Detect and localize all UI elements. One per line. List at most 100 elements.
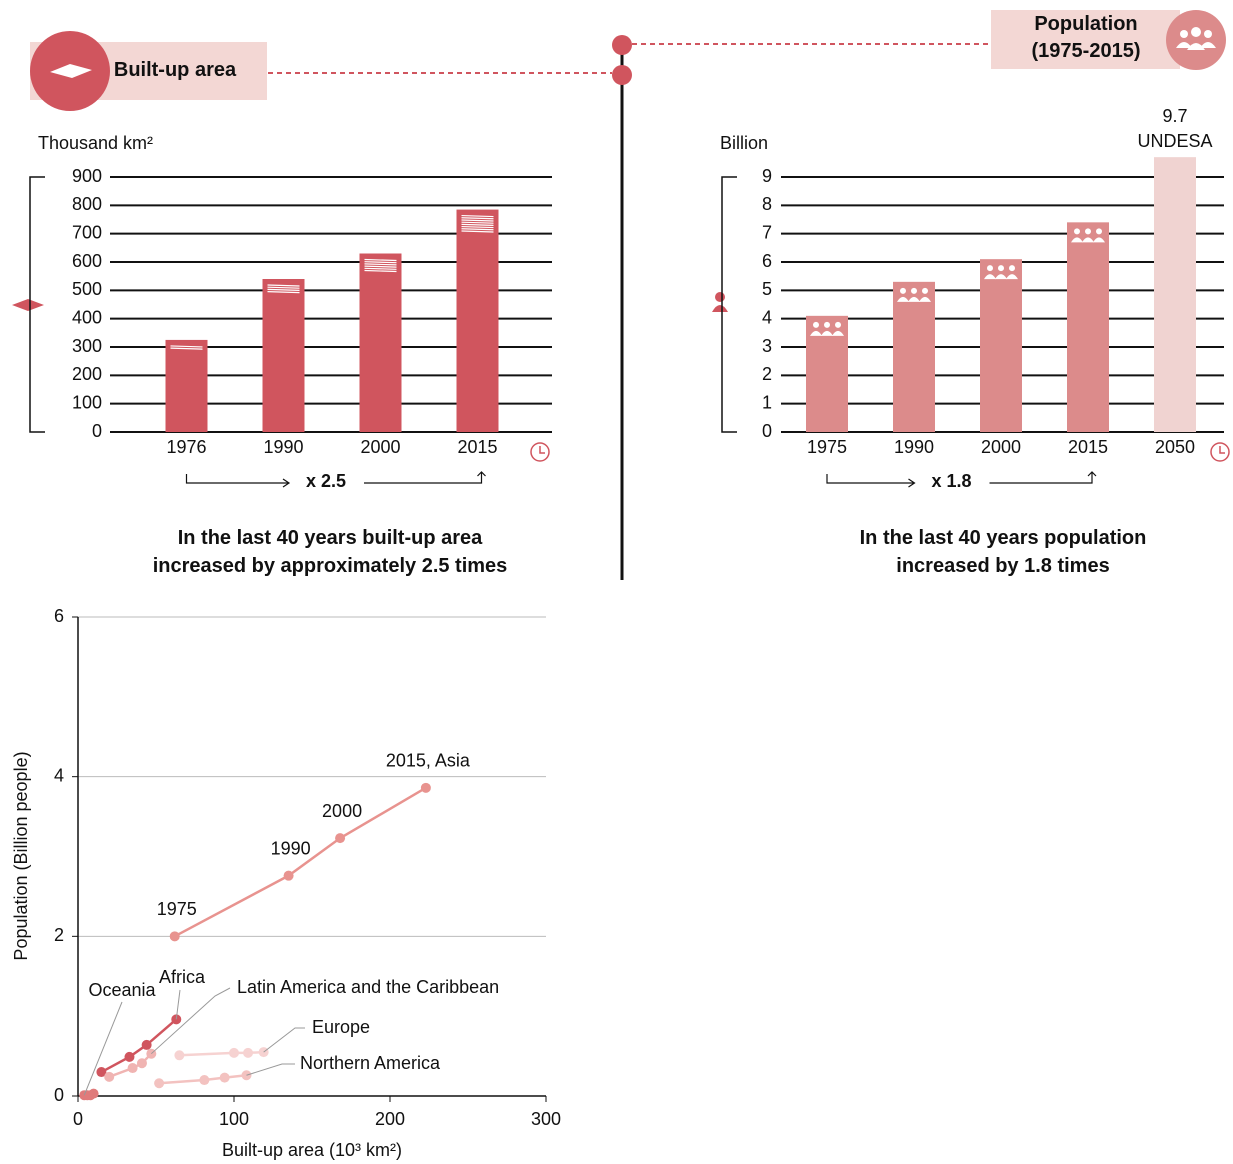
person-axis-icon xyxy=(712,305,728,312)
bar-icon xyxy=(1082,237,1094,243)
y-tick-label: 2 xyxy=(54,925,64,945)
bar-icon xyxy=(908,296,920,302)
point xyxy=(141,1039,152,1050)
y-tick-label: 5 xyxy=(762,279,772,299)
bar xyxy=(456,209,499,432)
bar xyxy=(893,281,935,432)
y-tick-label: 4 xyxy=(762,307,772,327)
point xyxy=(243,1047,254,1058)
growth-label: x 1.8 xyxy=(931,471,971,491)
x-tick-label: 2015 xyxy=(457,437,497,457)
point xyxy=(104,1071,115,1082)
point xyxy=(169,931,180,942)
y-tick-label: 200 xyxy=(72,364,102,384)
point xyxy=(199,1075,210,1086)
chart-title: Built-up area xyxy=(113,59,237,81)
chart-title: Population (1975-2015) xyxy=(1031,13,1141,62)
point xyxy=(335,833,346,844)
x-tick-label: 0 xyxy=(73,1109,83,1129)
caption: In the last 40 years built-up area incre… xyxy=(152,527,508,577)
x-tick-label: 1990 xyxy=(263,437,303,457)
x-tick-label: 1990 xyxy=(894,437,934,457)
leader-line xyxy=(150,987,231,1055)
leader-line xyxy=(83,1001,123,1096)
x-tick-label: 100 xyxy=(219,1109,249,1129)
bar-icon xyxy=(821,330,833,336)
y-tick-label: 400 xyxy=(72,307,102,327)
bar-icon xyxy=(995,274,1007,280)
bar-icon xyxy=(813,321,819,328)
bar-icon xyxy=(267,286,300,289)
person-axis-icon xyxy=(715,292,725,302)
series-line xyxy=(159,1073,247,1085)
bar-icon xyxy=(364,258,397,262)
point-label: 2000 xyxy=(322,801,362,821)
bar-icon xyxy=(897,296,909,302)
y-axis-label: Thousand km² xyxy=(38,133,153,153)
bar-icon xyxy=(922,287,928,294)
axis-bracket xyxy=(721,176,737,433)
point xyxy=(124,1051,135,1062)
bar xyxy=(262,279,305,432)
bar xyxy=(980,259,1022,432)
x-tick-label: 1975 xyxy=(807,437,847,457)
bar xyxy=(1154,157,1196,432)
growth-arrow xyxy=(826,474,916,488)
people-icon xyxy=(1166,10,1226,70)
point xyxy=(88,1088,99,1099)
bar-icon xyxy=(1096,228,1102,235)
series-line xyxy=(108,1052,153,1079)
y-axis-label: Billion xyxy=(720,133,768,153)
bar-icon xyxy=(1009,265,1015,272)
y-tick-label: 2 xyxy=(762,364,772,384)
bar-icon xyxy=(461,228,494,231)
bar-icon xyxy=(1085,228,1091,235)
series-line xyxy=(100,1018,178,1074)
leader-line xyxy=(246,1063,295,1076)
y-tick-label: 0 xyxy=(92,421,102,441)
axis-bracket xyxy=(29,176,45,433)
bar-icon xyxy=(461,217,494,220)
x-axis-label: Built-up area (10³ km²) xyxy=(222,1140,402,1160)
bar-icon xyxy=(984,274,996,280)
bar-icon xyxy=(461,225,494,229)
bar-icon xyxy=(364,263,397,266)
bar-icon xyxy=(987,265,993,272)
point xyxy=(96,1067,107,1078)
x-tick-label: 200 xyxy=(375,1109,405,1129)
growth-label: x 2.5 xyxy=(306,471,346,491)
point xyxy=(154,1078,165,1089)
point xyxy=(229,1047,239,1058)
y-tick-label: 8 xyxy=(762,194,772,214)
bar-icon xyxy=(911,287,917,294)
bar-icon xyxy=(1071,237,1083,243)
y-tick-label: 3 xyxy=(762,336,772,356)
bar-icon xyxy=(900,287,906,294)
series-label: Oceania xyxy=(88,980,156,1000)
series-label: Europe xyxy=(312,1017,370,1037)
bar-icon xyxy=(170,345,203,348)
y-tick-label: 9 xyxy=(762,166,772,186)
bar-icon xyxy=(1006,274,1018,280)
point-label: 1975 xyxy=(157,899,197,919)
y-tick-label: 6 xyxy=(54,606,64,626)
point xyxy=(136,1058,147,1069)
bar-icon xyxy=(998,265,1004,272)
bar-icon xyxy=(1093,237,1105,243)
bar-icon xyxy=(267,291,300,294)
x-tick-label: 2050 xyxy=(1155,437,1195,457)
point xyxy=(219,1072,230,1083)
series-line xyxy=(179,1050,264,1057)
bar-icon xyxy=(919,296,931,302)
area-icon-sheet xyxy=(50,64,92,78)
clock-icon xyxy=(1210,442,1230,462)
y-tick-label: 900 xyxy=(72,166,102,186)
y-tick-label: 800 xyxy=(72,194,102,214)
bar-icon xyxy=(364,267,397,270)
bar-icon xyxy=(835,321,841,328)
y-tick-label: 1 xyxy=(762,392,772,412)
y-tick-label: 600 xyxy=(72,251,102,271)
y-tick-label: 4 xyxy=(54,765,64,785)
bar-icon xyxy=(461,214,494,218)
